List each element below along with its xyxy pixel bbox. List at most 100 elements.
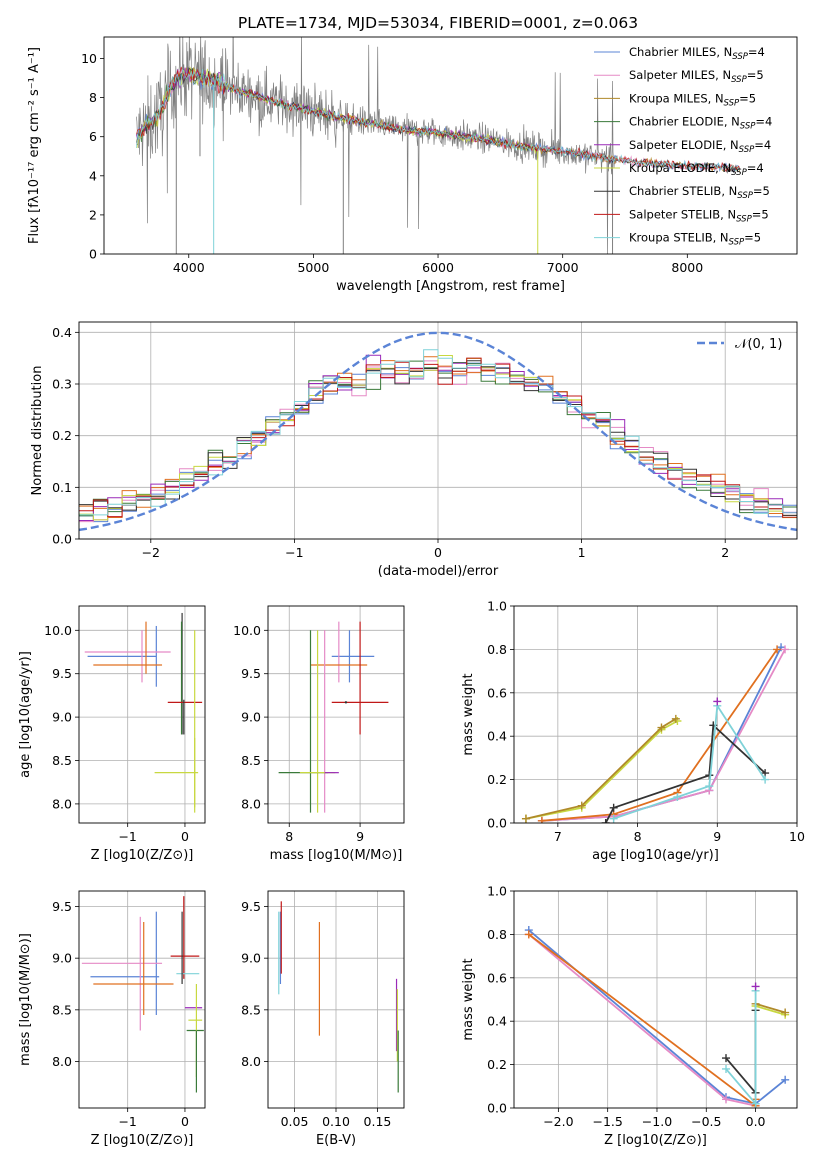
legend-value: =5 (747, 68, 764, 82)
legend-entry: Salpeter STELIB, NSSP=5 (629, 207, 769, 224)
spectrum-legend: Chabrier MILES, NSSP=4 Salpeter MILES, NS… (594, 45, 772, 248)
y-tick-label: 0 (89, 247, 97, 262)
weight-marker (781, 1075, 790, 1084)
y-tick-label: 10.0 (233, 623, 261, 638)
x-tick-label: 6000 (422, 260, 454, 275)
panel-weight-Z: −2.0 −1.5 −1.0 −0.5 0.0 0.0 0.2 0.4 0.6 0.8 1.0 Z [… (461, 884, 798, 1148)
x-tick-label: −1.0 (642, 1114, 672, 1129)
x-tick-label: 7 (554, 829, 562, 844)
y-tick-label: 0.6 (487, 685, 507, 700)
y-tick-label: 0.4 (487, 1014, 507, 1029)
x-tick-label: 4000 (173, 260, 205, 275)
y-tick-label: 0.2 (487, 1057, 507, 1072)
legend-entry: Chabrier STELIB, NSSP=5 (629, 184, 770, 201)
x-tick-label: −1 (118, 1114, 136, 1129)
legend-entry: Chabrier MILES, NSSP=4 (629, 45, 765, 62)
legend-label: Salpeter STELIB, N (629, 207, 736, 221)
y-tick-label: 8.0 (241, 796, 261, 811)
x-axis-label: Z [log10(Z/Z⊙)] (91, 1133, 194, 1148)
y-tick-label: 0.0 (487, 1101, 507, 1116)
y-tick-label: 0.2 (487, 772, 507, 787)
y-tick-label: 8.0 (241, 1054, 261, 1069)
y-tick-label: 9.5 (241, 899, 261, 914)
axes-frame (78, 890, 206, 1109)
axes-frame (78, 605, 206, 824)
y-tick-label: 0.8 (487, 927, 507, 942)
y-tick-label: 1.0 (487, 884, 507, 899)
legend-subscript: SSP (731, 168, 747, 178)
y-axis-label: mass weight (461, 673, 476, 755)
y-tick-label: 9.5 (52, 899, 72, 914)
weight-line (755, 1005, 786, 1016)
y-tick-label: 0.3 (52, 377, 72, 392)
x-tick-label: −1 (285, 545, 303, 560)
y-tick-label: 0.0 (52, 532, 72, 547)
x-axis-label: E(B-V) (316, 1133, 356, 1148)
legend-entry: Chabrier ELODIE, NSSP=4 (629, 115, 772, 132)
x-tick-label: 5000 (297, 260, 329, 275)
x-tick-label: 9 (356, 829, 364, 844)
y-tick-label: 10.0 (44, 623, 72, 638)
weight-marker (609, 803, 618, 812)
plot-area-mass-EBV (278, 901, 399, 1093)
x-tick-label: 1 (578, 545, 586, 560)
weight-line (725, 1010, 757, 1096)
weight-marker (781, 1008, 790, 1017)
legend-value: =5 (753, 184, 770, 198)
y-axis-label: Flux [fλ10⁻¹⁷ erg cm⁻² s⁻¹ A⁻¹] (27, 47, 42, 244)
legend-entry: Kroupa STELIB, NSSP=5 (629, 231, 761, 248)
axes-frame (78, 321, 798, 540)
legend-label: Kroupa STELIB, N (629, 231, 729, 245)
y-tick-label: 0.0 (487, 816, 507, 831)
y-tick-label: 9.5 (241, 666, 261, 681)
weight-marker (521, 814, 530, 823)
legend-label: Kroupa ELODIE, N (629, 161, 731, 175)
residual-hist-kroupa-stelib (79, 349, 797, 516)
legend-label: Kroupa MILES, N (629, 91, 724, 105)
weight-marker (577, 801, 586, 810)
y-tick-label: 9.5 (52, 666, 72, 681)
weight-marker (537, 816, 546, 823)
x-tick-label: 0 (434, 545, 442, 560)
axes-frame (267, 890, 405, 1109)
y-tick-label: 0.2 (52, 428, 72, 443)
legend-value: =5 (739, 91, 756, 105)
y-tick-label: 0.8 (487, 642, 507, 657)
x-tick-label: −2 (142, 545, 160, 560)
legend-label: Chabrier MILES, N (629, 45, 732, 59)
weight-line (525, 720, 678, 820)
y-tick-label: 4 (89, 168, 97, 183)
x-axis-label: Z [log10(Z/Z⊙)] (604, 1133, 707, 1148)
weight-marker (751, 1099, 760, 1108)
y-tick-label: 0.4 (52, 325, 72, 340)
weight-marker (671, 714, 680, 723)
weight-line (755, 1002, 786, 1014)
plot-area-age-Z (84, 612, 203, 813)
x-tick-label: 0.10 (322, 1114, 350, 1129)
y-tick-label: 8.5 (52, 1002, 72, 1017)
y-tick-label: 9.0 (52, 710, 72, 725)
x-tick-label: 2 (721, 545, 729, 560)
legend-value: =5 (744, 231, 761, 245)
legend-entry: Salpeter MILES, NSSP=5 (629, 68, 764, 85)
y-tick-label: 9.0 (241, 710, 261, 725)
axes-frame (513, 605, 798, 824)
y-tick-label: 0.1 (52, 480, 72, 495)
x-axis-label: age [log10(age/yr)] (592, 848, 719, 863)
x-tick-label: −2.0 (543, 1114, 573, 1129)
x-axis-label: mass [log10(M/M⊙)] (270, 848, 403, 863)
plot-area-spectrum (136, 37, 741, 254)
y-tick-label: 0.6 (487, 970, 507, 985)
spectrum-model-kroupa-stelib (136, 68, 741, 172)
y-tick-label: 9.0 (241, 951, 261, 966)
residual-hist-salpeter-stelib (79, 357, 797, 518)
legend-value: =5 (752, 207, 769, 221)
spectrum-model-kroupa-elodie (136, 66, 539, 154)
x-tick-label: 0.05 (281, 1114, 309, 1129)
legend-label: Chabrier STELIB, N (629, 184, 737, 198)
y-tick-label: 1.0 (487, 599, 507, 614)
legend-subscript: SSP (740, 122, 756, 132)
x-tick-label: 0 (181, 1114, 189, 1129)
x-tick-label: 0 (181, 829, 189, 844)
